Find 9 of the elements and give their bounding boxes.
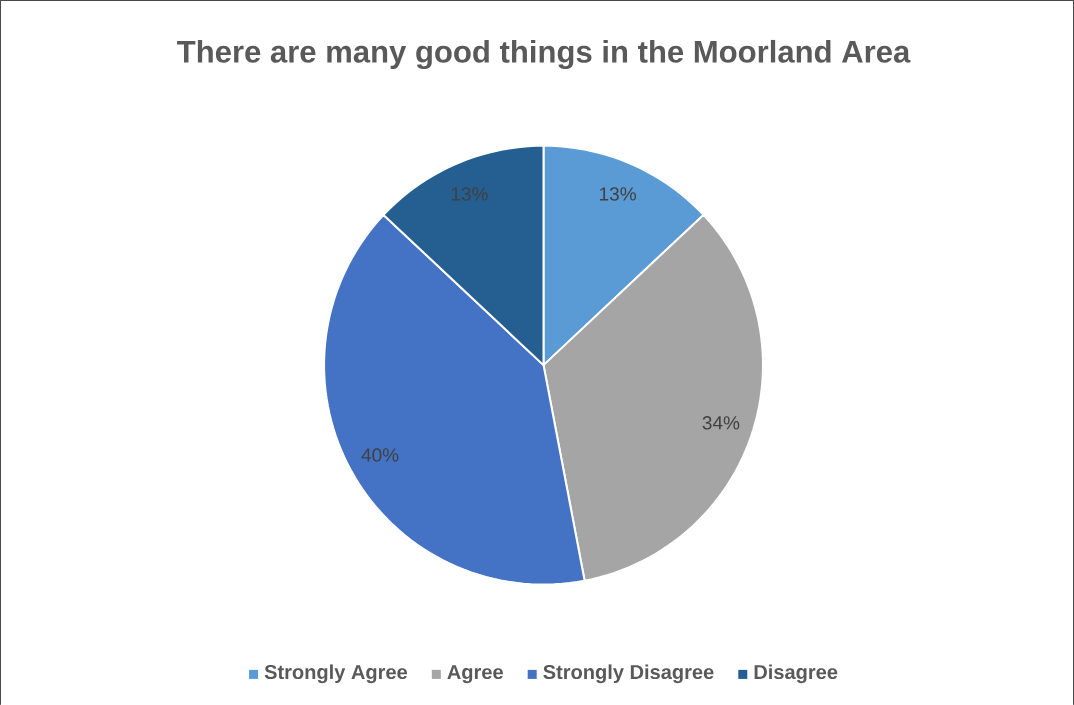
chart-title: There are many good things in the Moorland Area — [177, 39, 911, 69]
data-label: 13% — [599, 187, 636, 201]
data-label: 34% — [702, 415, 740, 430]
legend-label: Strongly Disagree — [543, 664, 714, 684]
legend-label: Agree — [447, 665, 503, 684]
data-label: 13% — [451, 187, 488, 201]
data-label: 40% — [361, 448, 399, 462]
legend-label: Strongly Agree — [264, 664, 408, 684]
legend-label: Disagree — [754, 664, 838, 684]
